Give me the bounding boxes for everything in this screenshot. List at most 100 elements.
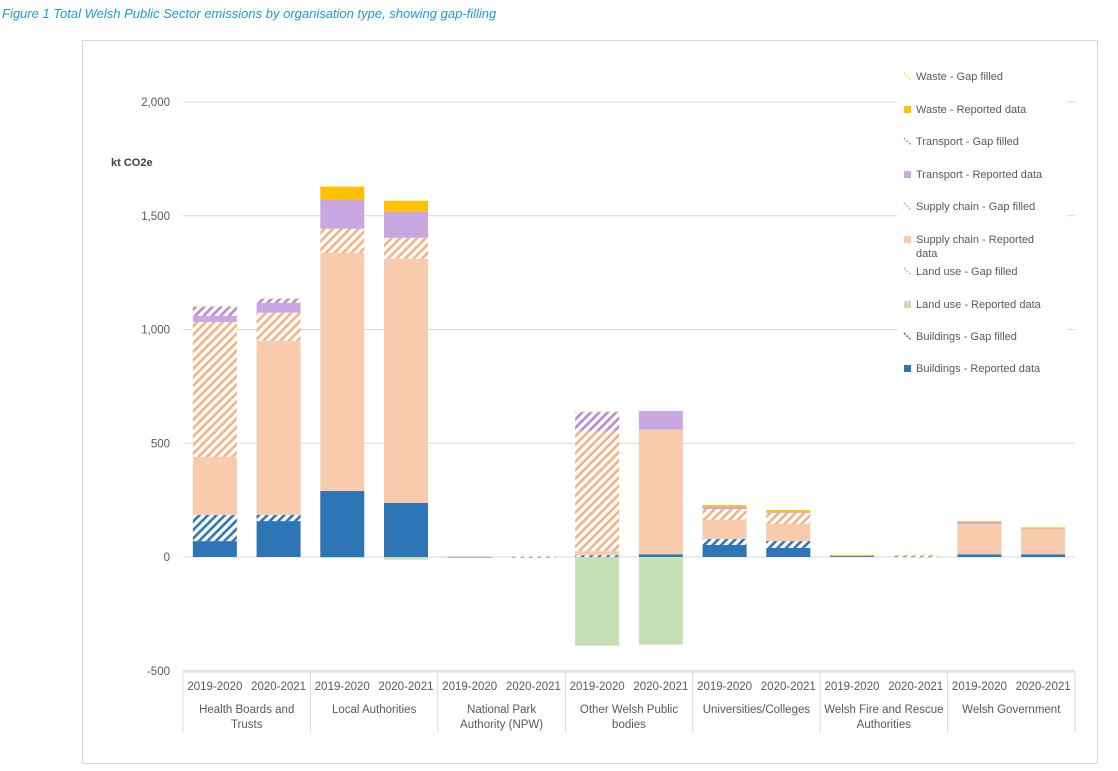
bar-segment-buildings-gap-filled (192, 514, 237, 542)
legend-item-buildings-gap-filled: Buildings - Gap filled (903, 331, 1017, 343)
bar-segment-buildings-reported-data (320, 491, 365, 557)
bar-segment-buildings-reported-data (447, 556, 492, 558)
bar-segment-waste-reported-data (830, 554, 874, 556)
legend-background (897, 62, 1067, 380)
bar-segment-transport-reported-data (957, 521, 1002, 525)
legend-item-supply-chain-reported-data: Supply chain - Reported data (904, 234, 1034, 260)
x-group-label: Welsh Fire and Rescue (824, 704, 943, 716)
bar-segment-transport-gap-filled (575, 411, 620, 431)
bar-segment-waste-reported-data (957, 521, 1002, 523)
bar-segment-buildings-gap-filled (766, 541, 811, 548)
legend-swatch (904, 301, 911, 308)
bar-segment-waste-gap-filled (575, 411, 620, 413)
bar-stack-other-welsh-public-bodies-2020-2021 (638, 410, 683, 645)
bar-segment-supply-chain-reported-data (192, 456, 237, 515)
legend-swatch-hatch (903, 202, 912, 211)
x-tick-year-label: 2020-2021 (888, 681, 943, 693)
bar-segment-supply-chain-gap-filled (575, 430, 620, 552)
legend-label: Supply chain - Reported (916, 234, 1034, 246)
bar-stack-welsh-government-2020-2021 (1021, 527, 1066, 557)
bar-segment-buildings-gap-filled (575, 555, 620, 557)
legend-label: Transport - Reported data (916, 169, 1043, 181)
x-group-label: Authority (NPW) (460, 719, 543, 731)
bar-segment-supply-chain-gap-filled (192, 321, 237, 457)
bar-stack-health-boards-and-trusts-2020-2021 (256, 297, 301, 557)
bar-segment-buildings-gap-filled (702, 539, 747, 545)
legend-item-transport-gap-filled: Transport - Gap filled (903, 136, 1019, 148)
bar-segment-supply-chain-reported-data (638, 429, 683, 555)
x-group-label: National Park (467, 704, 536, 716)
y-tick-label: 0 (164, 552, 170, 564)
legend-item-waste-reported-data: Waste - Reported data (904, 104, 1027, 116)
legend-item-land-use-gap-filled: Land use - Gap filled (903, 266, 1018, 278)
legend-swatch-hatch (903, 137, 912, 146)
bar-segment-buildings-reported-data (957, 554, 1002, 557)
bar-segment-supply-chain-reported-data (320, 252, 365, 492)
bar-segment-buildings-reported-data (1021, 554, 1066, 557)
bar-segment-waste-gap-filled (256, 297, 301, 299)
bar-segment-supply-chain-reported-data (256, 340, 301, 515)
bar-segment-transport-reported-data (256, 302, 301, 313)
legend-label-cont: data (916, 248, 938, 260)
bar-segment-land-use-reported-data (320, 557, 365, 559)
bar-segment-transport-gap-filled (256, 298, 301, 303)
bar-segment-buildings-reported-data (638, 554, 683, 557)
bar-stack-health-boards-and-trusts-2019-2020 (192, 305, 237, 557)
legend-item-supply-chain-gap-filled: Supply chain - Gap filled (903, 201, 1035, 213)
bar-segment-supply-chain-reported-data (766, 524, 811, 542)
bar-segment-buildings-gap-filled (511, 556, 556, 558)
x-group-label: Authorities (857, 719, 912, 731)
bar-segment-transport-reported-data (766, 511, 811, 513)
legend-item-buildings-reported-data: Buildings - Reported data (904, 363, 1041, 375)
chart-frame (82, 40, 1098, 764)
bar-segment-waste-reported-data (320, 186, 365, 200)
bar-segment-supply-chain-gap-filled (256, 312, 301, 341)
legend-label: Land use - Reported data (916, 299, 1042, 311)
legend-swatch (904, 365, 911, 372)
bar-segment-transport-reported-data (320, 199, 365, 229)
bar-segment-supply-chain-gap-filled (320, 228, 365, 253)
x-tick-year-label: 2020-2021 (633, 681, 688, 693)
bar-segment-supply-chain-gap-filled (702, 508, 747, 520)
bar-segment-supply-chain-reported-data (447, 556, 492, 558)
bar-segment-buildings-reported-data (192, 541, 237, 557)
x-group-label: Trusts (231, 719, 263, 731)
bar-segment-buildings-reported-data (830, 556, 874, 557)
bar-segment-supply-chain-reported-data (702, 519, 747, 540)
x-group-label: Local Authorities (332, 704, 417, 716)
x-group-label: Welsh Government (962, 704, 1061, 716)
x-tick-year-label: 2019-2020 (187, 681, 242, 693)
bar-stack-welsh-government-2019-2020 (957, 521, 1002, 557)
bar-segment-supply-chain-reported-data (1021, 528, 1066, 555)
bar-stack-welsh-fire-and-rescue-authorities-2019-2020 (830, 554, 874, 557)
y-tick-label: -500 (147, 666, 170, 678)
x-tick-year-label: 2019-2020 (697, 681, 752, 693)
x-group-label: bodies (612, 719, 646, 731)
bar-stack-national-park-authority-npw-2019-2020 (447, 556, 492, 558)
x-tick-year-label: 2020-2021 (379, 681, 434, 693)
legend-label: Buildings - Gap filled (916, 331, 1017, 343)
x-tick-year-label: 2019-2020 (570, 681, 625, 693)
bar-segment-supply-chain-gap-filled (893, 555, 938, 557)
y-tick-label: 1,000 (141, 325, 170, 337)
bar-segment-buildings-gap-filled (893, 556, 938, 558)
y-tick-label: 1,500 (141, 211, 170, 223)
legend-label: Waste - Gap filled (916, 71, 1003, 83)
x-axis: 2019-2020 2020-2021 Health Boards and Trust… (182, 671, 1076, 732)
bar-segment-buildings-reported-data (702, 544, 747, 557)
bar-segment-buildings-gap-filled (256, 514, 301, 522)
x-tick-year-label: 2020-2021 (506, 681, 561, 693)
figure-title: Figure 1 Total Welsh Public Sector emiss… (2, 6, 497, 21)
legend-swatch-hatch (903, 72, 912, 81)
x-tick-year-label: 2019-2020 (825, 681, 880, 693)
legend-label: Transport - Gap filled (916, 136, 1019, 148)
bar-segment-supply-chain-reported-data (957, 524, 1002, 555)
legend-label: Land use - Gap filled (916, 266, 1018, 278)
bar-segment-transport-reported-data (702, 506, 747, 509)
bar-segment-waste-reported-data (1021, 527, 1066, 529)
x-tick-year-label: 2020-2021 (251, 681, 306, 693)
bar-segment-buildings-reported-data (256, 521, 301, 557)
bar-segment-supply-chain-reported-data (575, 551, 620, 556)
legend-label: Supply chain - Gap filled (916, 201, 1035, 213)
